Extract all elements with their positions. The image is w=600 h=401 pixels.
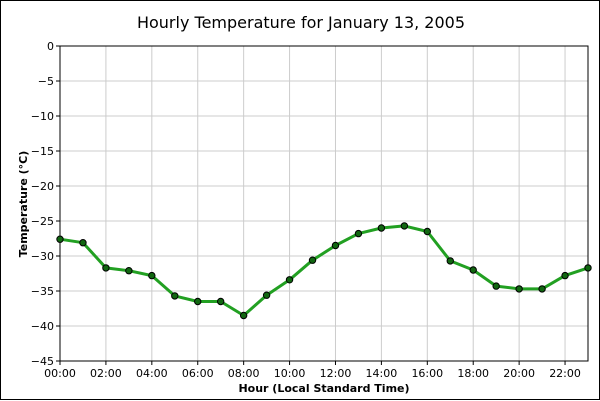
data-point: [239, 311, 248, 320]
x-tick-label: 08:00: [228, 367, 260, 380]
x-tick-label: 12:00: [320, 367, 352, 380]
y-tick-label: −30: [31, 250, 54, 263]
y-tick-label: −35: [31, 285, 54, 298]
y-tick-label: −40: [31, 320, 54, 333]
x-tick-label: 18:00: [457, 367, 489, 380]
data-point: [216, 297, 225, 306]
data-point: [515, 285, 523, 293]
plot-area-border: [59, 45, 589, 362]
y-axis-ticks: 0 −5 −10 −15 −20 −25 −30 −35 −40 −45: [31, 40, 60, 368]
x-tick-label: 10:00: [274, 367, 306, 380]
data-point: [194, 297, 202, 306]
series-temperature: [56, 222, 592, 320]
data-point: [79, 239, 87, 247]
y-axis-label: Temperature (°C): [17, 151, 30, 258]
data-point: [492, 282, 500, 290]
x-tick-label: 06:00: [182, 367, 214, 380]
data-point: [171, 292, 179, 300]
series-line: [59, 224, 589, 317]
data-point: [377, 224, 386, 232]
data-point: [561, 271, 569, 280]
grid-lines: [60, 46, 588, 361]
x-tick-label: 20:00: [503, 367, 535, 380]
y-tick-label: −10: [31, 110, 54, 123]
x-tick-label: 22:00: [549, 367, 581, 380]
data-point: [102, 264, 110, 272]
x-tick-label: 14:00: [366, 367, 398, 380]
data-point: [446, 257, 454, 265]
y-tick-label: −45: [31, 355, 54, 368]
y-tick-label: −15: [31, 145, 54, 158]
data-point: [423, 227, 432, 236]
y-tick-label: 0: [47, 40, 54, 53]
y-tick-label: −5: [38, 75, 54, 88]
y-tick-label: −20: [31, 180, 54, 193]
data-point: [285, 276, 294, 284]
data-point: [308, 256, 317, 264]
chart-title: Hourly Temperature for January 13, 2005: [137, 13, 465, 32]
data-point: [331, 241, 340, 250]
x-tick-label: 02:00: [90, 367, 122, 380]
data-point: [148, 271, 156, 280]
x-tick-label: 00:00: [44, 367, 76, 380]
data-point: [538, 285, 546, 293]
y-tick-label: −25: [31, 215, 54, 228]
x-axis-label: Hour (Local Standard Time): [238, 382, 409, 395]
x-tick-label: 04:00: [136, 367, 168, 380]
data-point: [56, 235, 64, 243]
x-axis-ticks: 00:00 02:00 04:00 06:00 08:00 10:00 12:00 14:00…: [44, 361, 581, 380]
data-point: [469, 266, 477, 274]
data-point: [354, 229, 363, 238]
x-tick-label: 16:00: [411, 367, 443, 380]
data-point: [125, 267, 133, 275]
data-point: [584, 264, 592, 272]
data-point: [400, 222, 409, 230]
data-point: [262, 291, 271, 299]
